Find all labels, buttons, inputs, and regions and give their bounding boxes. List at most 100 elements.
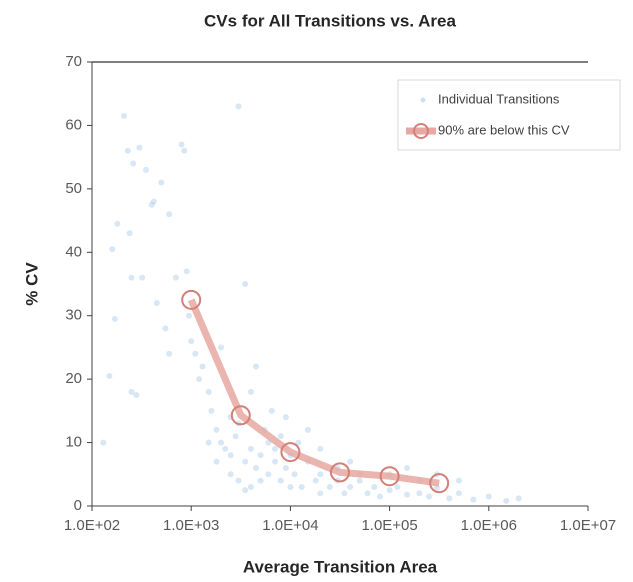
scatter-point	[317, 471, 324, 478]
x-tick-label: 1.0E+05	[361, 517, 417, 534]
scatter-point	[277, 433, 284, 440]
scatter-point	[298, 483, 305, 490]
scatter-point	[218, 439, 225, 446]
y-tick-label: 20	[65, 370, 82, 387]
scatter-point	[394, 483, 401, 490]
scatter-point	[356, 477, 363, 484]
scatter-point	[312, 477, 319, 484]
scatter-point	[172, 274, 179, 281]
scatter-point	[227, 471, 234, 478]
scatter-point	[247, 388, 254, 395]
scatter-point	[503, 497, 510, 504]
scatter-point	[196, 376, 203, 383]
scatter-point	[199, 363, 206, 370]
y-tick-label: 30	[65, 307, 82, 324]
scatter-point	[235, 103, 242, 110]
scatter-point	[218, 344, 225, 351]
line-marker	[329, 462, 350, 483]
y-tick-label: 0	[74, 497, 82, 514]
scatter-point	[282, 464, 289, 471]
scatter-point	[341, 490, 348, 497]
scatter-point	[242, 458, 249, 465]
scatter-point	[178, 141, 185, 148]
scatter-point	[272, 445, 279, 452]
scatter-point	[128, 274, 135, 281]
scatter-point	[282, 414, 289, 421]
scatter-point	[265, 471, 272, 478]
scatter-point	[208, 407, 215, 414]
scatter-point	[455, 490, 462, 497]
scatter-point	[213, 458, 220, 465]
scatter-point	[166, 211, 173, 218]
scatter-point	[252, 464, 259, 471]
scatter-point	[416, 490, 423, 497]
scatter-point	[111, 315, 118, 322]
scatter-point	[139, 274, 146, 281]
scatter-point	[142, 166, 149, 173]
scatter-point	[158, 179, 165, 186]
scatter-point	[247, 483, 254, 490]
x-tick-label: 1.0E+06	[461, 517, 517, 534]
scatter-point	[291, 471, 298, 478]
legend-label: 90% are below this CV	[438, 122, 570, 137]
scatter-point	[371, 483, 378, 490]
x-axis-label: Average Transition Area	[243, 557, 438, 576]
scatter-point	[242, 487, 249, 494]
scatter-point	[232, 433, 239, 440]
scatter-point	[128, 388, 135, 395]
scatter-point	[317, 445, 324, 452]
scatter-point	[433, 485, 440, 492]
scatter-point	[162, 325, 169, 332]
y-tick-label: 60	[65, 116, 82, 133]
scatter-point	[242, 281, 249, 287]
line-marker	[429, 473, 450, 494]
scatter-point	[100, 439, 107, 446]
y-axis-label: % CV	[22, 262, 41, 306]
legend-marker	[420, 97, 426, 103]
scatter-point	[222, 445, 229, 452]
scatter-point	[183, 268, 190, 275]
scatter-point	[106, 372, 113, 379]
scatter-point	[126, 230, 133, 237]
scatter-point	[148, 201, 155, 208]
scatter-point	[287, 483, 294, 490]
scatter-point	[470, 496, 477, 503]
line-marker	[379, 466, 400, 487]
scatter-point	[130, 160, 137, 167]
x-tick-label: 1.0E+07	[560, 517, 616, 534]
scatter-point	[386, 487, 393, 494]
scatter-point	[166, 350, 173, 357]
line-marker	[230, 405, 251, 426]
scatter-point	[455, 477, 462, 484]
legend-marker	[413, 123, 429, 139]
scatter-point	[213, 426, 220, 433]
line-marker	[181, 289, 202, 310]
scatter-point	[446, 495, 453, 502]
scatter-point	[317, 490, 324, 497]
scatter-point	[124, 147, 131, 154]
scatter-point	[109, 246, 116, 253]
line-marker	[280, 442, 301, 463]
scatter-point	[404, 491, 411, 498]
x-tick-label: 1.0E+04	[262, 517, 318, 534]
scatter-point	[188, 338, 195, 345]
x-tick-label: 1.0E+02	[64, 517, 120, 534]
scatter-point	[347, 458, 354, 465]
scatter-point	[347, 483, 354, 490]
scatter-point	[114, 220, 121, 227]
scatter-point	[515, 495, 522, 502]
scatter-point	[257, 452, 264, 459]
scatter-point	[295, 439, 302, 446]
scatter-point	[485, 493, 492, 500]
scatter-point	[272, 458, 279, 465]
x-tick-label: 1.0E+03	[163, 517, 219, 534]
chart-title: CVs for All Transitions vs. Area	[204, 11, 456, 30]
scatter-point	[252, 363, 259, 370]
y-tick-label: 70	[65, 53, 82, 70]
scatter-point	[192, 350, 199, 357]
scatter-point	[326, 483, 333, 490]
legend-label: Individual Transitions	[438, 91, 560, 106]
scatter-point	[205, 388, 212, 395]
y-tick-label: 10	[65, 434, 82, 451]
scatter-point	[247, 445, 254, 452]
